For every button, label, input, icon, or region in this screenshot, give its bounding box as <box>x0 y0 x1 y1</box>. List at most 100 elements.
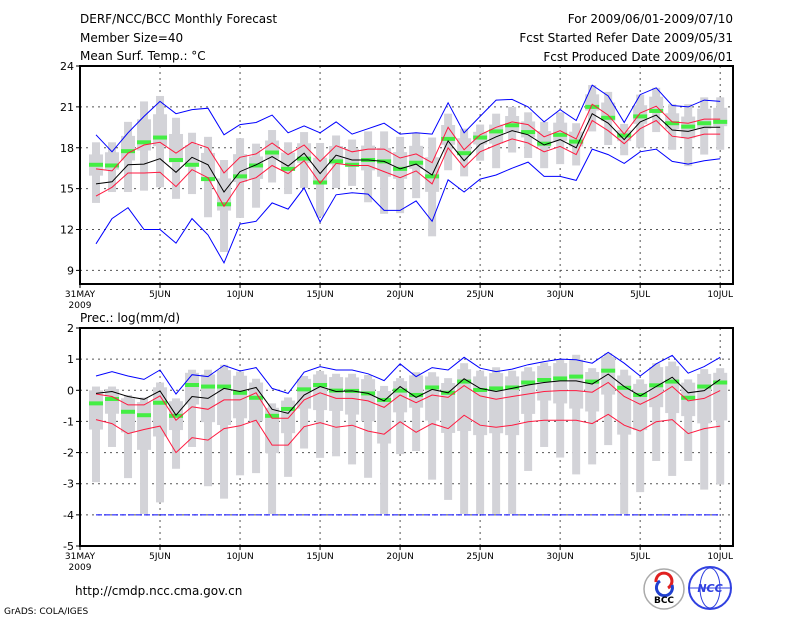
observed-marker <box>233 390 248 395</box>
observed-marker <box>345 162 360 167</box>
ensemble-box <box>633 383 648 431</box>
observed-marker <box>569 374 584 379</box>
panel-temperature: Mean Surf. Temp.: °C 9 12 15 18 21 24 31MAY2009… <box>60 49 734 311</box>
ensemble-box <box>169 133 184 163</box>
y-tick-label: -1 <box>63 415 74 428</box>
ensemble-box <box>313 157 328 184</box>
series-line-upper <box>95 381 721 421</box>
y-tick-label: 15 <box>60 183 74 196</box>
ensemble-box <box>361 379 376 422</box>
observed-marker <box>249 163 264 168</box>
observed-marker <box>121 409 136 414</box>
ensemble-box <box>153 114 168 147</box>
ensemble-box <box>137 119 152 151</box>
observed-marker <box>489 129 504 134</box>
ensemble-range-bar <box>604 353 613 446</box>
y-tick-label: -3 <box>63 478 74 491</box>
y-tick-label: 24 <box>60 60 74 73</box>
observed-marker <box>457 379 472 384</box>
y-tick-label: -5 <box>63 540 74 553</box>
panel-title: Mean Surf. Temp.: °C <box>80 49 206 63</box>
y-tick-label: 1 <box>67 353 74 366</box>
observed-marker <box>201 384 216 389</box>
x-tick-label: 15JUN <box>306 290 333 300</box>
x-tick-year: 2009 <box>69 563 92 573</box>
observed-marker <box>585 104 600 109</box>
observed-marker <box>425 174 440 179</box>
observed-marker <box>329 159 344 164</box>
svg-text:NCC: NCC <box>697 582 722 595</box>
observed-marker <box>521 130 536 135</box>
ensemble-box <box>489 373 504 434</box>
series-line-max <box>95 84 721 153</box>
observed-marker <box>185 382 200 387</box>
ensemble-box <box>233 375 248 419</box>
observed-marker <box>633 392 648 397</box>
x-tick-label: 10JUN <box>226 290 253 300</box>
ensemble-range-bar <box>636 379 645 493</box>
ensemble-range-bar <box>380 385 389 514</box>
ensemble-box <box>713 372 728 421</box>
observed-marker <box>505 123 520 128</box>
ensemble-range-bar <box>172 398 181 469</box>
observed-marker <box>89 162 104 167</box>
ensemble-box <box>441 383 456 433</box>
plot-frame <box>79 65 734 285</box>
observed-marker <box>185 162 200 167</box>
ensemble-range-bar <box>492 367 501 514</box>
y-tick-label: 2 <box>67 322 74 335</box>
y-tick-label: -4 <box>63 509 74 522</box>
observed-marker <box>329 388 344 393</box>
ensemble-range-bar <box>460 363 469 514</box>
observed-marker <box>313 382 328 387</box>
ensemble-box <box>601 356 616 395</box>
ensemble-box <box>345 377 360 415</box>
forecast-period: For 2009/06/01-2009/07/10 <box>568 12 733 26</box>
observed-marker <box>153 135 168 140</box>
x-tick-label: 31MAY <box>65 290 96 300</box>
y-tick-label: 9 <box>67 264 74 277</box>
observed-marker <box>521 380 536 385</box>
observed-marker <box>105 163 120 168</box>
ensemble-range-bar <box>412 372 421 452</box>
ensemble-range-bar <box>396 378 405 455</box>
ensemble-range-bar <box>348 373 357 465</box>
ncc-logo: NCC <box>688 566 732 610</box>
ensemble-box <box>249 156 264 179</box>
ensemble-box <box>281 400 296 434</box>
ensemble-range-bar <box>236 371 245 476</box>
ensemble-box <box>649 96 664 113</box>
x-tick-label: 5JUN <box>149 290 171 300</box>
ensemble-range-bar <box>140 397 149 514</box>
observed-marker <box>137 413 152 418</box>
observed-marker <box>585 379 600 384</box>
ensemble-range-bar <box>364 375 373 478</box>
ensemble-range-bar <box>428 372 437 480</box>
ensemble-range-bar <box>188 369 197 447</box>
ensemble-box <box>425 376 440 421</box>
ensemble-box <box>505 376 520 436</box>
ensemble-range-bar <box>220 364 229 499</box>
ensemble-box <box>457 369 472 432</box>
ensemble-box <box>393 152 408 179</box>
source-url[interactable]: http://cmdp.ncc.cma.gov.cn <box>75 584 242 598</box>
observed-marker <box>441 136 456 141</box>
ensemble-range-bar <box>524 367 533 471</box>
observed-marker <box>537 378 552 383</box>
observed-marker <box>121 149 136 154</box>
observed-marker <box>473 387 488 392</box>
x-tick-label: 5JUN <box>149 552 171 562</box>
ensemble-box <box>553 122 568 141</box>
series-line-lower <box>95 119 721 208</box>
observed-marker <box>89 401 104 406</box>
ensemble-range-bar <box>332 373 341 457</box>
panel-title: Prec.: log(mm/d) <box>80 311 180 325</box>
ensemble-range-bar <box>588 368 597 465</box>
x-tick-label: 25JUN <box>466 290 493 300</box>
svg-text:BCC: BCC <box>654 596 674 606</box>
ensemble-range-bar <box>268 403 277 514</box>
x-tick-label: 31MAY <box>65 552 96 562</box>
ensemble-range-bar <box>652 363 661 461</box>
series-line-lower <box>95 413 721 454</box>
